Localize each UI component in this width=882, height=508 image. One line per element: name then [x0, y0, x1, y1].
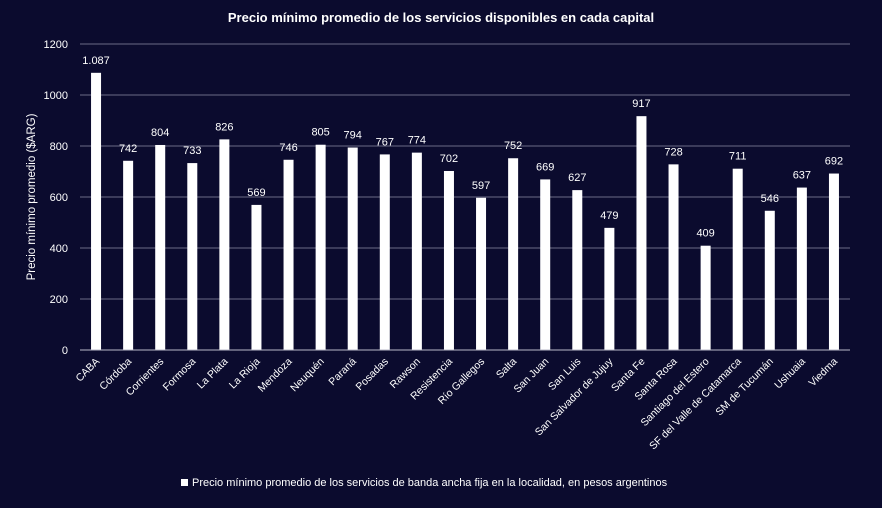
data-label: 627 — [568, 172, 586, 184]
data-label: 742 — [119, 143, 137, 155]
x-tick-label: Ushuaia — [772, 356, 808, 392]
bar — [155, 144, 166, 350]
bar — [476, 197, 487, 350]
data-label: 794 — [344, 130, 362, 142]
bar — [668, 164, 679, 350]
bars — [91, 72, 839, 350]
data-label: 774 — [408, 135, 426, 147]
data-label: 767 — [376, 136, 394, 148]
data-label: 804 — [151, 127, 169, 139]
bar — [700, 245, 711, 350]
y-tick-label: 200 — [50, 294, 68, 306]
data-label: 692 — [825, 156, 843, 168]
data-label: 597 — [472, 180, 490, 192]
y-tick-label: 600 — [50, 192, 68, 204]
y-tick-label: 400 — [50, 243, 68, 255]
x-tick-label: Neuquén — [288, 356, 327, 395]
bar — [315, 144, 326, 350]
bar — [732, 168, 743, 350]
data-label: 826 — [215, 121, 233, 133]
data-label: 805 — [311, 127, 329, 139]
legend: Precio mínimo promedio de los servicios … — [181, 477, 668, 489]
bar — [828, 173, 839, 350]
bar — [251, 204, 262, 350]
bar — [283, 159, 294, 350]
data-label: 546 — [761, 193, 779, 205]
x-tick-label: Mendoza — [256, 356, 295, 395]
y-tick-label: 1000 — [44, 90, 68, 102]
y-tick-label: 1200 — [44, 39, 68, 51]
x-tick-label: Salta — [494, 356, 520, 382]
bar — [411, 152, 422, 350]
data-label: 917 — [632, 98, 650, 110]
data-label: 728 — [664, 146, 682, 158]
x-tick-label: Viedma — [807, 356, 841, 390]
chart-title: Precio mínimo promedio de los servicios … — [228, 10, 654, 25]
x-tick-label: Formosa — [161, 356, 199, 394]
bar — [91, 72, 102, 350]
bar — [572, 190, 583, 350]
x-tick-label: CABA — [73, 356, 102, 385]
legend-swatch — [181, 479, 188, 486]
y-axis-label: Precio mínimo promedio ($ARG) — [26, 113, 38, 280]
bar — [219, 139, 230, 350]
data-label: 1.087 — [82, 55, 110, 67]
x-tick-label: SM de Tucumán — [713, 356, 776, 419]
data-label: 702 — [440, 153, 458, 165]
data-label: 746 — [279, 142, 297, 154]
bar — [636, 116, 647, 350]
bar — [796, 187, 807, 350]
x-tick-label: Posadas — [354, 356, 391, 393]
bar — [347, 147, 358, 350]
bar — [604, 227, 615, 350]
data-label: 479 — [600, 210, 618, 222]
y-axis-ticks: 0 200 400 600 800 1000 1200 — [44, 39, 68, 357]
data-labels: 1.087 742 804 733 826 569 746 805 794 767 774 702 59… — [82, 55, 843, 240]
bar — [508, 158, 519, 350]
data-label: 637 — [793, 170, 811, 182]
data-label: 752 — [504, 140, 522, 152]
gridlines — [80, 43, 850, 300]
data-label: 711 — [729, 151, 747, 163]
x-tick-label: La Plata — [195, 356, 231, 392]
y-tick-label: 0 — [62, 345, 68, 357]
y-tick-label: 800 — [50, 141, 68, 153]
legend-label: Precio mínimo promedio de los servicios … — [192, 477, 668, 489]
bar — [540, 179, 551, 350]
bar — [187, 163, 198, 350]
bar — [764, 210, 775, 350]
data-label: 669 — [536, 161, 554, 173]
data-label: 569 — [247, 187, 265, 199]
data-label: 733 — [183, 145, 201, 157]
bar — [379, 154, 390, 350]
data-label: 409 — [696, 228, 714, 240]
bar — [443, 170, 454, 350]
bar — [123, 160, 134, 350]
x-tick-label: San Juan — [511, 356, 551, 396]
